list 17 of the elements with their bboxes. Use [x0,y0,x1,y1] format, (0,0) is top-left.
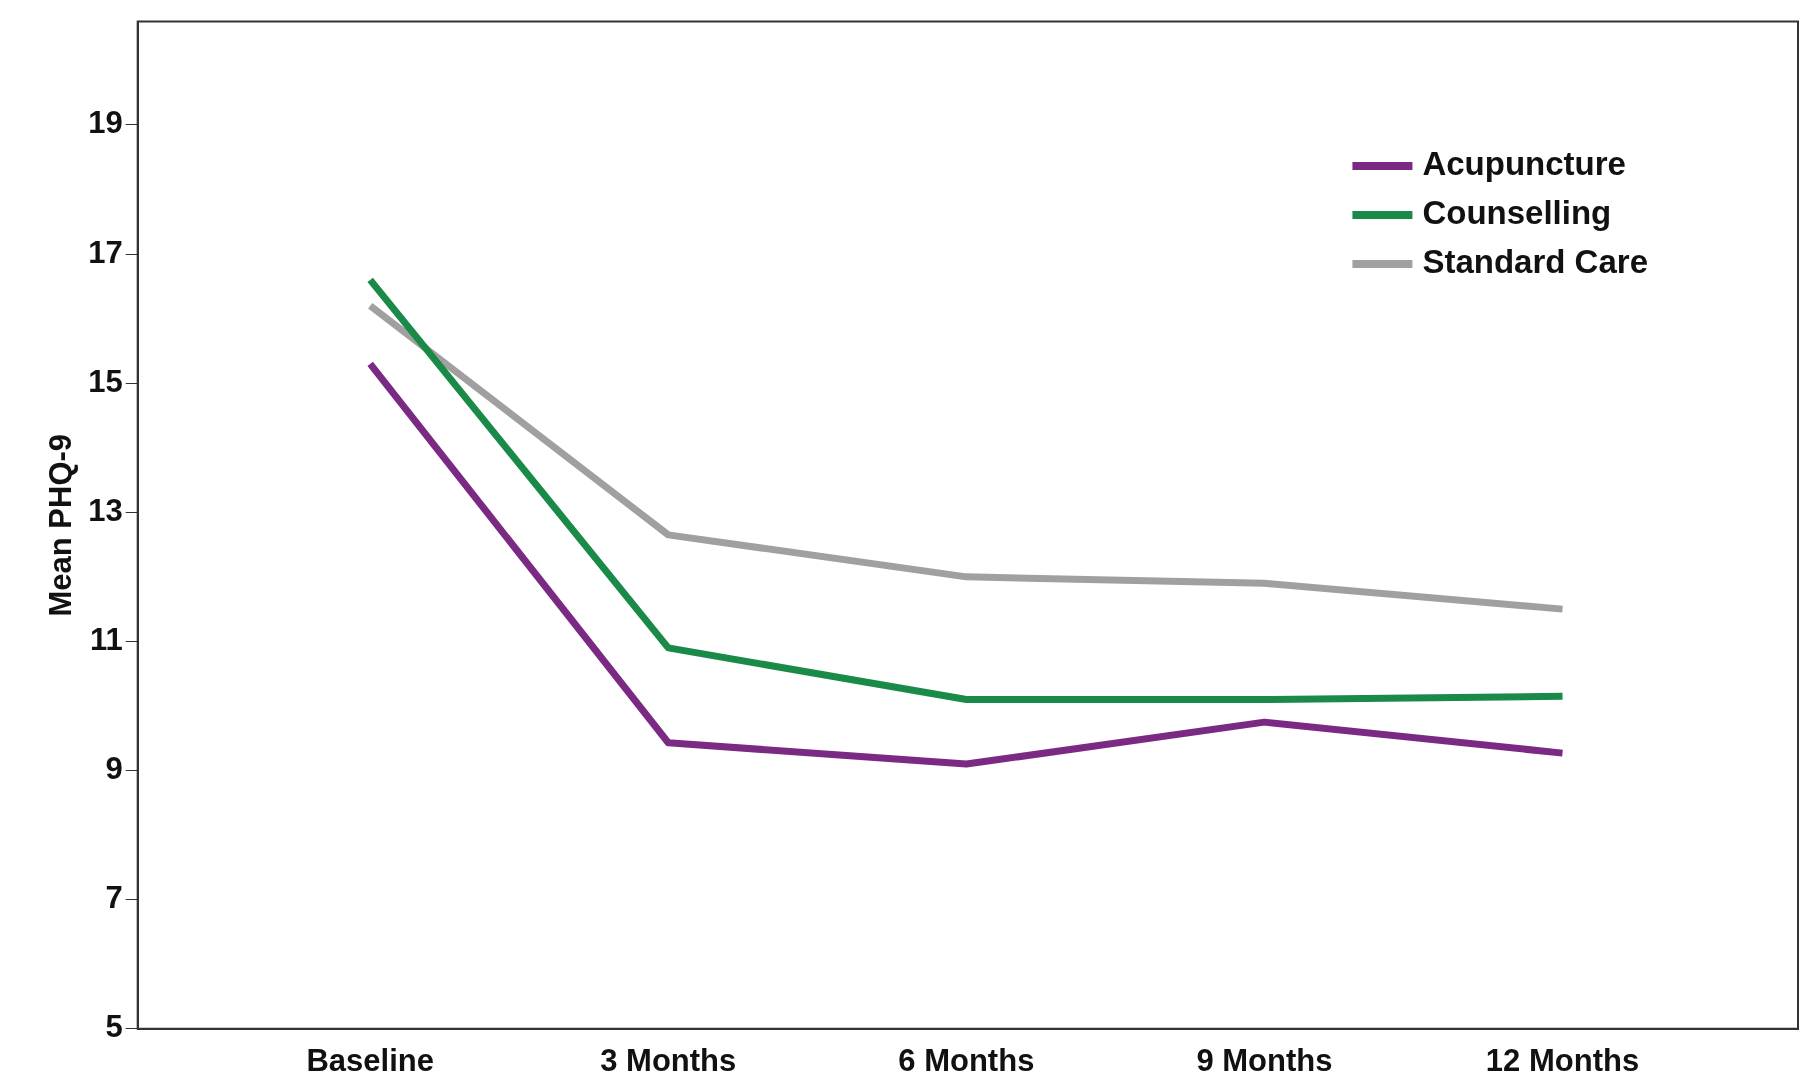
y-tick-label: 7 [105,880,123,916]
x-tick-label: Baseline [306,1042,434,1078]
y-tick-label: 9 [105,751,123,787]
x-tick-label: 9 Months [1196,1042,1333,1078]
x-tick-label: 12 Months [1485,1042,1640,1078]
y-tick-label: 15 [88,363,123,399]
y-axis-title: Mean PHQ-9 [43,433,79,617]
legend-label: Standard Care [1422,243,1649,281]
x-tick-label: 3 Months [600,1042,737,1078]
x-tick-label: 6 Months [898,1042,1035,1078]
legend-label: Counselling [1422,194,1612,232]
y-tick-label: 5 [105,1009,123,1045]
legend-label: Acupuncture [1422,145,1626,183]
y-tick-label: 19 [88,105,123,141]
y-tick-label: 17 [88,234,123,270]
y-tick-label: 13 [88,492,123,528]
y-tick-label: 11 [89,621,123,657]
